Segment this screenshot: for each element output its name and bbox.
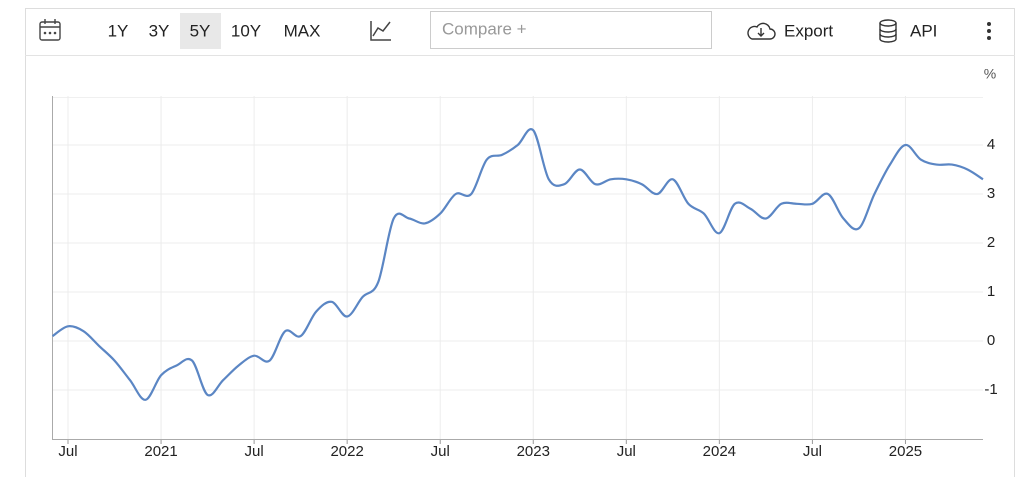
calendar-button[interactable] — [39, 19, 61, 41]
x-tick-label: 2025 — [889, 443, 922, 460]
widget-frame — [25, 8, 1015, 482]
unit-label: % — [984, 66, 996, 82]
x-tick-label: 2021 — [144, 443, 177, 460]
range-button[interactable]: 5Y — [190, 21, 211, 40]
api-button[interactable]: API — [910, 21, 937, 40]
y-tick-label: 1 — [987, 283, 995, 300]
x-tick-label: 2023 — [517, 443, 550, 460]
compare-placeholder: Compare + — [442, 19, 527, 38]
api-icon[interactable] — [879, 19, 897, 43]
y-tick-label: 2 — [987, 234, 995, 251]
active-range-bg — [180, 13, 221, 49]
y-tick-label: -1 — [984, 381, 997, 398]
x-tick-label: Jul — [58, 443, 77, 460]
y-tick-label: 0 — [987, 332, 995, 349]
y-tick-label: 4 — [987, 136, 995, 153]
x-tick-label: 2022 — [330, 443, 363, 460]
x-tick-label: Jul — [803, 443, 822, 460]
range-button[interactable]: 10Y — [231, 21, 261, 40]
x-tick-label: Jul — [431, 443, 450, 460]
chart-type-button[interactable] — [370, 21, 391, 41]
range-button[interactable]: MAX — [284, 21, 321, 40]
data-line — [51, 128, 984, 401]
plot: -1 0 1 2 3 4 Jul 2021 Jul 2022 Jul 2023 Jul 2024 Jul 20… — [51, 96, 998, 460]
export-button[interactable]: Export — [784, 21, 833, 40]
compare-input[interactable] — [430, 11, 712, 49]
y-tick-label: 3 — [987, 185, 995, 202]
x-tick-label: Jul — [245, 443, 264, 460]
range-button[interactable]: 1Y — [108, 21, 129, 40]
export-icon[interactable] — [747, 22, 776, 40]
x-tick-label: 2024 — [703, 443, 736, 460]
x-tick-label: Jul — [617, 443, 636, 460]
range-button[interactable]: 3Y — [149, 21, 170, 40]
menu-button[interactable] — [987, 22, 991, 40]
